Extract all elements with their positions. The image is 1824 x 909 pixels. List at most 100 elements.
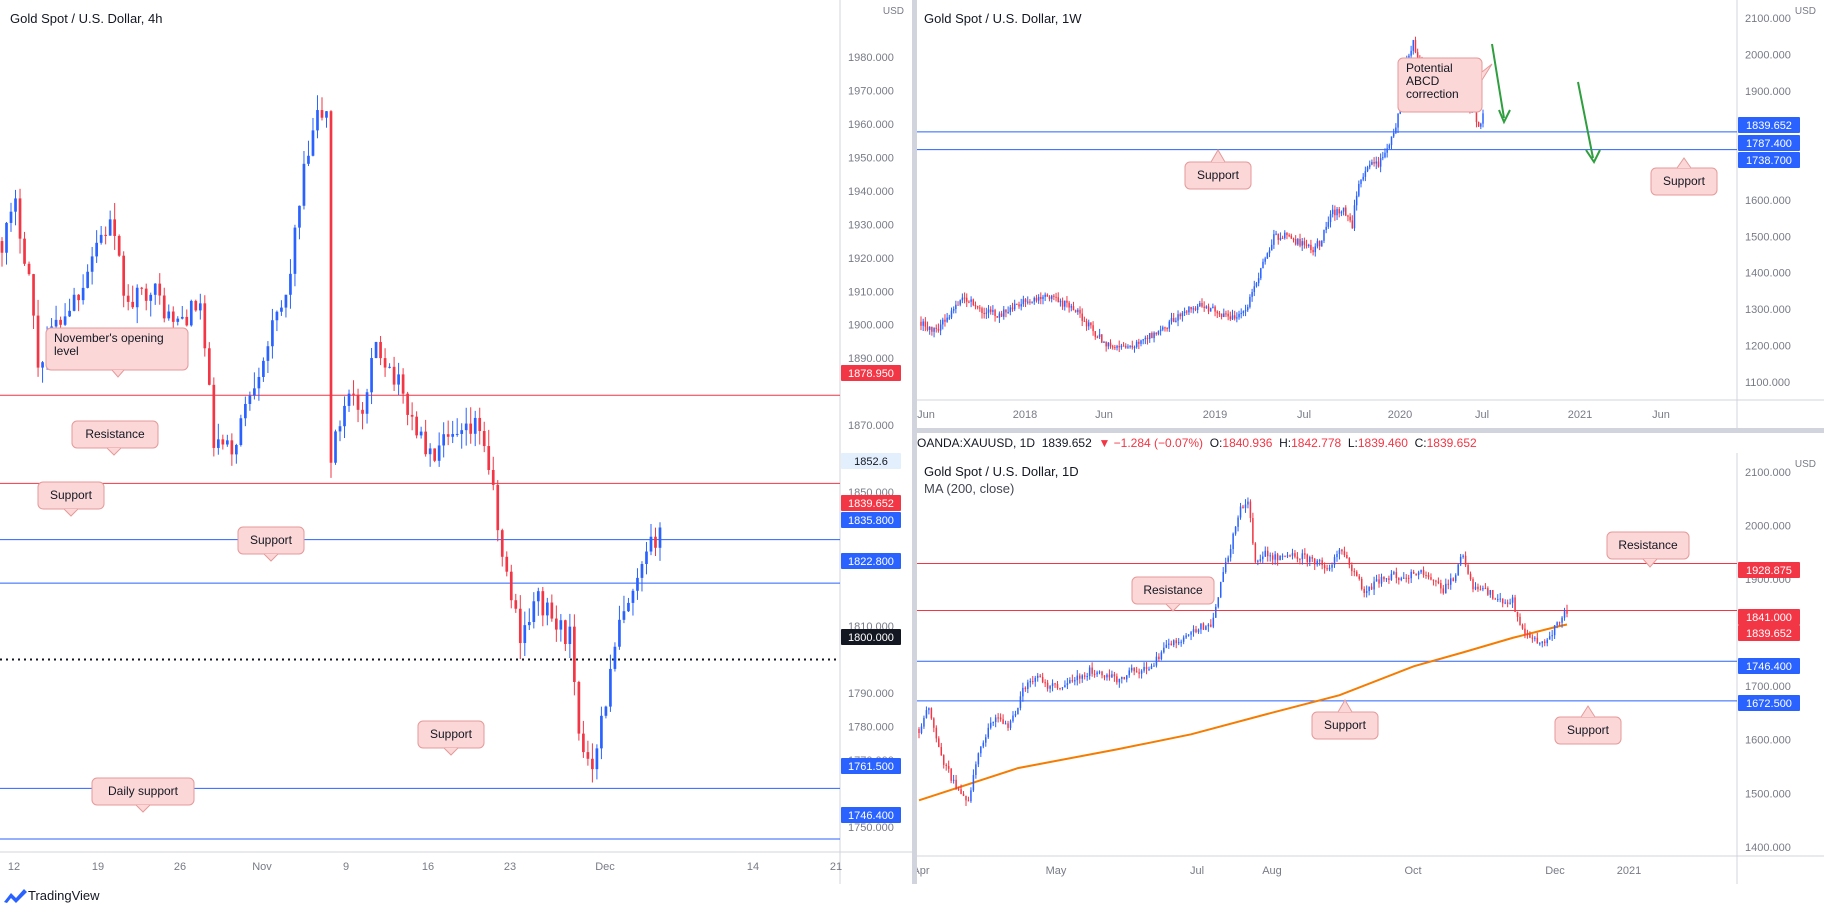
candle-body[interactable] <box>1521 624 1524 629</box>
candle-body[interactable] <box>1279 556 1281 561</box>
candle-body[interactable] <box>1395 127 1397 133</box>
candle-body[interactable] <box>1148 333 1151 339</box>
candle-body[interactable] <box>983 313 985 315</box>
candle-body[interactable] <box>284 294 288 308</box>
candle-body[interactable] <box>1294 238 1297 245</box>
candle-body[interactable] <box>1168 321 1171 329</box>
candle-body[interactable] <box>980 746 982 754</box>
candle-body[interactable] <box>948 317 951 319</box>
candle-body[interactable] <box>1384 152 1386 158</box>
candle-body[interactable] <box>1203 306 1205 308</box>
candle-body[interactable] <box>1292 238 1295 240</box>
candle-body[interactable] <box>1313 558 1316 565</box>
candle-body[interactable] <box>1291 553 1294 556</box>
candle-body[interactable] <box>1345 207 1347 216</box>
candle-body[interactable] <box>1316 241 1319 247</box>
candle-body[interactable] <box>1109 342 1112 347</box>
candle-body[interactable] <box>81 287 85 301</box>
candle-body[interactable] <box>950 768 952 781</box>
candle-body[interactable] <box>496 484 500 531</box>
candle-body[interactable] <box>1212 306 1214 309</box>
chart-1w-panel[interactable]: USD2100.0002000.0001900.0001700.0001600.… <box>917 0 1824 428</box>
candle-body[interactable] <box>1360 179 1362 184</box>
candle-body[interactable] <box>1046 294 1049 297</box>
candle-body[interactable] <box>401 374 405 394</box>
candle-body[interactable] <box>1412 40 1415 51</box>
candle-body[interactable] <box>1068 302 1070 308</box>
candle-body[interactable] <box>972 774 975 791</box>
candle-body[interactable] <box>1002 719 1004 724</box>
candle-body[interactable] <box>1016 303 1018 305</box>
candle-body[interactable] <box>1192 308 1195 310</box>
candle-body[interactable] <box>1388 578 1390 580</box>
candle-body[interactable] <box>1048 296 1051 299</box>
candle-body[interactable] <box>1514 597 1516 612</box>
candle-body[interactable] <box>1323 230 1325 241</box>
candle-body[interactable] <box>1175 320 1177 322</box>
candle-body[interactable] <box>994 717 997 723</box>
candle-body[interactable] <box>248 395 252 404</box>
candle-body[interactable] <box>419 431 423 436</box>
candle-body[interactable] <box>505 556 509 572</box>
candle-body[interactable] <box>1186 311 1188 313</box>
candle-body[interactable] <box>1066 683 1069 686</box>
candle-body[interactable] <box>1299 558 1301 560</box>
candle-body[interactable] <box>996 316 998 318</box>
candle-body[interactable] <box>1266 550 1269 557</box>
candle-body[interactable] <box>1096 672 1098 675</box>
candle-body[interactable] <box>1170 318 1173 322</box>
candle-body[interactable] <box>1183 311 1186 314</box>
candle-body[interactable] <box>1108 674 1111 678</box>
candle-body[interactable] <box>131 301 135 308</box>
candle-body[interactable] <box>1353 571 1356 573</box>
candle-body[interactable] <box>981 308 983 314</box>
candle-body[interactable] <box>1229 316 1232 320</box>
candle-body[interactable] <box>972 299 975 306</box>
candle-body[interactable] <box>1041 676 1044 683</box>
chart-1w-svg[interactable]: USD2100.0002000.0001900.0001700.0001600.… <box>917 0 1824 428</box>
candle-body[interactable] <box>1227 557 1229 562</box>
candle-body[interactable] <box>1069 680 1071 684</box>
candle-body[interactable] <box>334 431 337 463</box>
candle-body[interactable] <box>937 328 940 331</box>
candle-body[interactable] <box>1326 568 1328 570</box>
candle-body[interactable] <box>1070 306 1073 308</box>
candle-body[interactable] <box>1094 331 1097 337</box>
candle-body[interactable] <box>997 717 999 719</box>
candle-body[interactable] <box>1371 162 1373 165</box>
candle-body[interactable] <box>1004 723 1007 725</box>
candle-body[interactable] <box>1268 250 1271 254</box>
candle-body[interactable] <box>1358 576 1360 579</box>
candle-body[interactable] <box>1262 261 1264 269</box>
candle-body[interactable] <box>1563 610 1566 618</box>
candle-body[interactable] <box>1347 215 1349 217</box>
candle-body[interactable] <box>992 722 994 724</box>
candle-body[interactable] <box>1477 586 1479 590</box>
candle-body[interactable] <box>1142 339 1144 341</box>
candle-body[interactable] <box>1400 578 1403 581</box>
candle-body[interactable] <box>1397 113 1399 128</box>
candle-body[interactable] <box>1440 583 1442 589</box>
candle-body[interactable] <box>1224 561 1227 573</box>
candle-body[interactable] <box>1327 221 1330 227</box>
candle-body[interactable] <box>1138 672 1140 674</box>
candle-body[interactable] <box>1341 549 1343 552</box>
candle-body[interactable] <box>1452 578 1454 581</box>
candle-body[interactable] <box>1321 560 1323 566</box>
candle-body[interactable] <box>244 403 247 419</box>
candle-body[interactable] <box>1091 667 1093 674</box>
candle-body[interactable] <box>1415 573 1417 576</box>
candle-body[interactable] <box>198 303 202 311</box>
candle-body[interactable] <box>1138 341 1140 344</box>
candle-body[interactable] <box>1079 309 1081 314</box>
candle-body[interactable] <box>1103 675 1106 678</box>
candle-body[interactable] <box>482 431 486 447</box>
candle-body[interactable] <box>144 288 148 301</box>
candle-body[interactable] <box>1238 313 1240 318</box>
candle-body[interactable] <box>976 306 979 308</box>
candle-body[interactable] <box>1103 341 1105 343</box>
candle-body[interactable] <box>1351 220 1354 229</box>
candle-body[interactable] <box>928 708 930 711</box>
chart-1d-svg[interactable]: USD2100.0002000.0001900.0001700.0001600.… <box>917 453 1824 884</box>
